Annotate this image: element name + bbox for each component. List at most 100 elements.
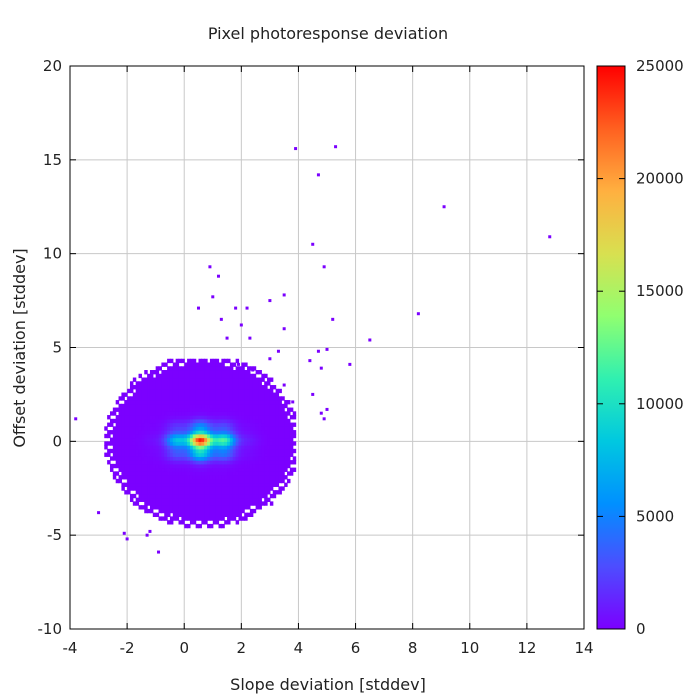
heatmap-cell [178, 385, 182, 390]
heatmap-cell [244, 411, 248, 416]
heatmap-cell [164, 441, 168, 446]
outlier-point [97, 511, 101, 515]
heatmap-cell [161, 418, 165, 424]
heatmap-cell [164, 505, 168, 510]
heatmap-cell [178, 482, 182, 487]
heatmap-cell [275, 415, 280, 420]
heatmap-cell [189, 475, 194, 480]
heatmap-cell [201, 370, 205, 375]
heatmap-cell [284, 467, 288, 472]
heatmap-cell [267, 452, 271, 457]
heatmap-cell [155, 437, 160, 442]
heatmap-cell [258, 385, 262, 390]
heatmap-cell [192, 505, 197, 510]
heatmap-cell [167, 445, 171, 450]
heatmap-cell [107, 430, 111, 435]
heatmap-cell [275, 437, 280, 442]
heatmap-cell [192, 512, 197, 517]
heatmap-cell [144, 392, 148, 397]
heatmap-cell [218, 426, 222, 431]
heatmap-cell [169, 426, 174, 431]
heatmap-cell [167, 396, 171, 401]
heatmap-cell [207, 411, 211, 416]
heatmap-cell [175, 370, 180, 375]
heatmap-cell [238, 512, 242, 517]
heatmap-cell [184, 486, 188, 491]
heatmap-cell [278, 407, 282, 412]
heatmap-cell [267, 467, 271, 472]
heatmap-cell [169, 482, 174, 487]
heatmap-cell [252, 475, 257, 480]
heatmap-cell [178, 512, 182, 517]
heatmap-cell [141, 452, 145, 457]
heatmap-cell [175, 373, 180, 379]
heatmap-cell [181, 482, 185, 487]
heatmap-cell [187, 486, 191, 491]
heatmap-cell [252, 482, 257, 487]
outlier-point [216, 274, 220, 278]
heatmap-cell [261, 411, 265, 416]
heatmap-cell [152, 411, 157, 416]
heatmap-cell [198, 426, 202, 431]
heatmap-cell [158, 411, 162, 416]
heatmap-cell [229, 501, 234, 506]
heatmap-cell [201, 426, 205, 431]
heatmap-cell [118, 403, 122, 409]
heatmap-cell [281, 486, 285, 491]
heatmap-cell [264, 448, 268, 454]
heatmap-cell [184, 456, 188, 461]
heatmap-cell [235, 411, 240, 416]
heatmap-cell [155, 418, 160, 424]
heatmap-cell [144, 403, 148, 409]
heatmap-cell [227, 407, 231, 412]
heatmap-cell [232, 403, 237, 409]
heatmap-cell [258, 388, 262, 394]
heatmap-cell [212, 445, 217, 450]
heatmap-cell [247, 475, 251, 480]
heatmap-cell [224, 460, 228, 465]
heatmap-cell [244, 512, 248, 517]
heatmap-cell [195, 403, 200, 409]
heatmap-cell [161, 508, 165, 514]
heatmap-cell [227, 396, 231, 401]
heatmap-cell [195, 493, 200, 499]
heatmap-cell [261, 486, 265, 491]
heatmap-cell [204, 388, 208, 394]
heatmap-cell [264, 467, 268, 472]
heatmap-cell [269, 456, 274, 461]
heatmap-cell [247, 448, 251, 454]
heatmap-cell [132, 392, 137, 397]
heatmap-cell [229, 512, 234, 517]
heatmap-cell [267, 377, 271, 382]
heatmap-cell [229, 493, 234, 499]
heatmap-cell [221, 523, 225, 529]
heatmap-cell [269, 433, 274, 439]
heatmap-cell [215, 482, 220, 487]
heatmap [104, 358, 297, 529]
heatmap-cell [247, 433, 251, 439]
heatmap-cell [192, 441, 197, 446]
heatmap-cell [281, 426, 285, 431]
heatmap-cell [109, 411, 114, 416]
heatmap-cell [104, 445, 108, 450]
heatmap-cell [235, 508, 240, 514]
heatmap-cell [169, 493, 174, 499]
heatmap-cell [198, 433, 202, 439]
heatmap-cell [147, 501, 151, 506]
heatmap-cell [164, 377, 168, 382]
heatmap-cell [169, 396, 174, 401]
heatmap-cell [132, 471, 137, 476]
heatmap-cell [249, 426, 254, 431]
heatmap-cell [144, 381, 148, 386]
heatmap-cell [275, 400, 280, 405]
heatmap-cell [227, 366, 231, 371]
heatmap-cell [115, 430, 120, 435]
heatmap-cell [152, 388, 157, 394]
heatmap-cell [132, 445, 137, 450]
heatmap-cell [247, 411, 251, 416]
heatmap-cell [221, 516, 225, 521]
heatmap-cell [172, 411, 177, 416]
heatmap-cell [264, 400, 268, 405]
heatmap-cell [212, 460, 217, 465]
